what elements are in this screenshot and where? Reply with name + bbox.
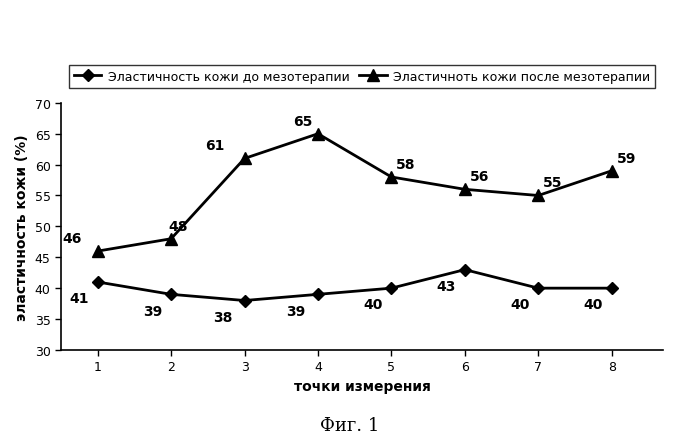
Эластичноть кожи после мезотерапии — [608, 169, 616, 174]
Line: Эластичность кожи до мезотерапии: Эластичность кожи до мезотерапии — [94, 266, 616, 305]
Text: 38: 38 — [213, 310, 232, 324]
Эластичность кожи до мезотерапии — [314, 292, 322, 297]
Line: Эластичноть кожи после мезотерапии: Эластичноть кожи после мезотерапии — [92, 129, 617, 257]
Text: 56: 56 — [470, 170, 489, 184]
X-axis label: точки измерения: точки измерения — [293, 379, 430, 393]
Text: 39: 39 — [143, 304, 162, 318]
Text: 65: 65 — [293, 114, 313, 128]
Text: 40: 40 — [363, 298, 383, 312]
Эластичноть кожи после мезотерапии — [461, 187, 469, 193]
Эластичность кожи до мезотерапии — [387, 286, 395, 291]
Text: 59: 59 — [617, 151, 636, 165]
Text: 46: 46 — [62, 231, 82, 245]
Эластичноть кожи после мезотерапии — [534, 194, 542, 199]
Text: 41: 41 — [69, 292, 89, 306]
Text: 58: 58 — [396, 158, 416, 171]
Эластичность кожи до мезотерапии — [167, 292, 175, 297]
Text: 48: 48 — [169, 219, 188, 233]
Text: 39: 39 — [286, 304, 306, 318]
Эластичноть кожи после мезотерапии — [94, 249, 102, 254]
Эластичноть кожи после мезотерапии — [167, 237, 175, 242]
Эластичноть кожи после мезотерапии — [314, 132, 322, 137]
Эластичность кожи до мезотерапии — [608, 286, 616, 291]
Эластичность кожи до мезотерапии — [534, 286, 542, 291]
Эластичноть кожи после мезотерапии — [240, 157, 248, 162]
Text: 55: 55 — [543, 176, 563, 190]
Text: 40: 40 — [510, 298, 530, 312]
Эластичность кожи до мезотерапии — [94, 280, 102, 285]
Эластичность кожи до мезотерапии — [240, 298, 248, 303]
Эластичноть кожи после мезотерапии — [387, 175, 395, 180]
Эластичность кожи до мезотерапии — [461, 267, 469, 273]
Text: 43: 43 — [437, 279, 456, 293]
Text: 61: 61 — [206, 139, 225, 153]
Text: 40: 40 — [584, 298, 603, 312]
Text: Фиг. 1: Фиг. 1 — [321, 416, 379, 434]
Y-axis label: эластичность кожи (%): эластичность кожи (%) — [15, 134, 29, 320]
Legend: Эластичность кожи до мезотерапии, Эластичноть кожи после мезотерапии: Эластичность кожи до мезотерапии, Эласти… — [69, 66, 655, 89]
